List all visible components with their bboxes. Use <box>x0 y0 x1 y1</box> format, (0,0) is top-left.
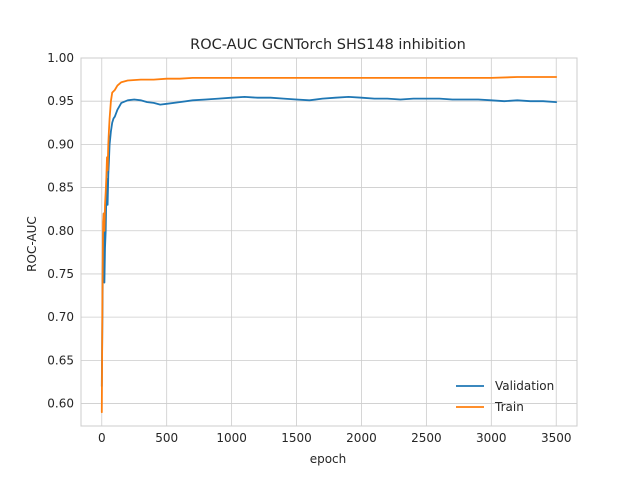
legend-validation-label: Validation <box>495 379 554 393</box>
grid-horizontal <box>81 57 577 404</box>
y-tick-label: 0.95 <box>47 94 74 108</box>
y-tick-label: 0.60 <box>47 397 74 411</box>
x-tick-label: 3500 <box>541 431 572 445</box>
y-tick-label: 0.75 <box>47 267 74 281</box>
y-tick-label: 0.70 <box>47 310 74 324</box>
y-tick-label: 0.85 <box>47 181 74 195</box>
series-layer <box>100 76 558 414</box>
y-tick-label: 0.80 <box>47 224 74 238</box>
y-tick-labels: 0.60 0.65 0.70 0.75 0.80 0.85 0.90 0.95 1.00 <box>47 51 74 411</box>
y-tick-label: 0.90 <box>47 137 74 151</box>
plot-area <box>80 57 578 427</box>
y-tick-label: 0.65 <box>47 353 74 367</box>
y-tick-label: 1.00 <box>47 51 74 65</box>
series-line-train <box>100 76 558 414</box>
x-tick-label: 2000 <box>346 431 377 445</box>
x-tick-label: 2500 <box>411 431 442 445</box>
y-axis-label: ROC-AUC <box>25 216 39 272</box>
x-tick-label: 500 <box>155 431 178 445</box>
x-axis-label: epoch <box>310 452 347 466</box>
x-tick-label: 0 <box>98 431 106 445</box>
x-tick-labels: 0 500 1000 1500 2000 2500 3000 3500 <box>98 431 572 445</box>
legend-train-label: Train <box>494 400 524 414</box>
x-tick-label: 1000 <box>216 431 247 445</box>
x-tick-label: 1500 <box>281 431 312 445</box>
legend: Validation Train <box>456 379 554 414</box>
x-tick-label: 3000 <box>476 431 507 445</box>
series-line-validation <box>100 96 558 388</box>
grid-vertical <box>101 58 557 426</box>
chart-title: ROC-AUC GCNTorch SHS148 inhibition <box>190 37 466 53</box>
